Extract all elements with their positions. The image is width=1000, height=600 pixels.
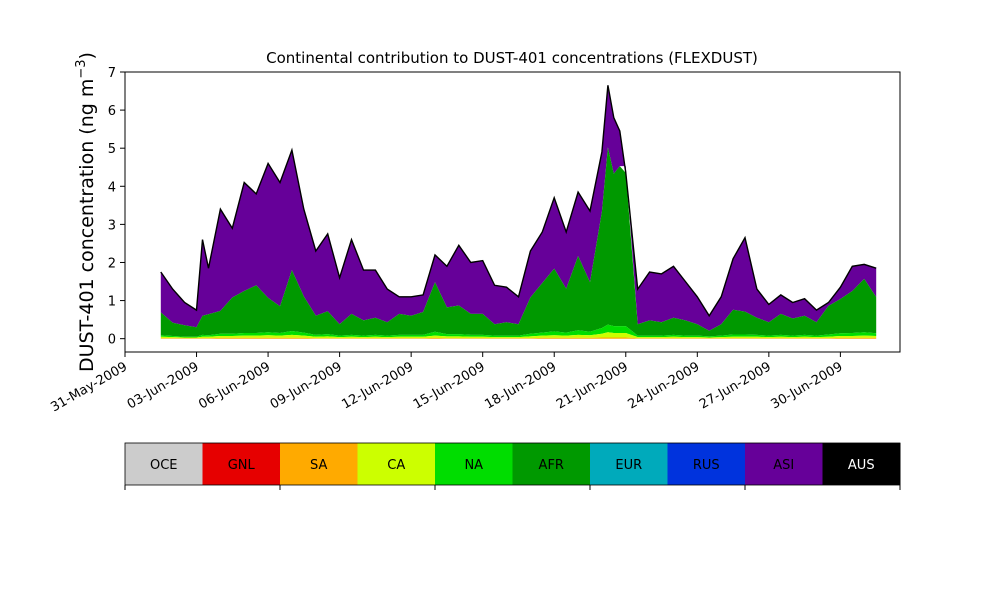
y-axis-label: DUST-401 concentration (ng m−3): [74, 52, 98, 372]
y-tick-label: 3: [108, 218, 116, 233]
legend-swatch-rus: [667, 443, 746, 485]
x-tick-label: 27-Jun-2009: [697, 359, 774, 412]
legend-swatch-na: [435, 443, 513, 485]
x-tick-label: 03-Jun-2009: [125, 359, 202, 412]
legend-swatch-eur: [590, 443, 668, 485]
legend-swatch-sa: [280, 443, 358, 485]
x-tick-label: 30-Jun-2009: [769, 359, 846, 412]
y-tick-label: 1: [108, 295, 116, 310]
legend-label-gnl: GNL: [228, 458, 256, 473]
legend-label-aus: AUS: [848, 458, 875, 473]
x-tick-label: 24-Jun-2009: [625, 359, 702, 412]
x-tick-label: 15-Jun-2009: [411, 359, 488, 412]
legend-label-sa: SA: [310, 458, 327, 473]
y-tick-label: 4: [108, 180, 116, 195]
chart-title: Continental contribution to DUST-401 con…: [266, 49, 758, 67]
plot-frame: [124, 71, 901, 353]
area-na: [160, 324, 877, 338]
x-tick-label: 06-Jun-2009: [196, 359, 273, 412]
legend-frame: [124, 442, 901, 486]
x-tick-label: 12-Jun-2009: [339, 359, 416, 412]
legend-label-afr: AFR: [539, 458, 564, 473]
legend-label-rus: RUS: [693, 458, 720, 473]
area-asi: [160, 85, 877, 331]
y-tick-label: 5: [108, 142, 116, 157]
area-sa: [160, 337, 877, 339]
legend-label-eur: EUR: [615, 458, 642, 473]
total-concentration-line: [160, 85, 877, 318]
plot-area: [124, 71, 901, 353]
legend-swatch-gnl: [202, 443, 281, 485]
legend-swatch-oce: [125, 443, 203, 485]
legend-label-asi: ASI: [773, 458, 794, 473]
x-tick-label: 21-Jun-2009: [554, 359, 631, 412]
x-tick-label: 18-Jun-2009: [482, 359, 559, 412]
legend-label-na: NA: [464, 458, 483, 473]
y-axis-label-main: DUST-401 concentration (ng m: [76, 79, 98, 372]
y-tick-label: 0: [108, 333, 116, 348]
x-tick-label: 09-Jun-2009: [268, 359, 345, 412]
legend-swatch-afr: [512, 443, 591, 485]
y-axis-label-close: ): [76, 52, 98, 59]
area-afr: [160, 147, 877, 337]
region-colorbar-legend: OCE GNL SA CA NA AFR EUR RUS ASI AUS: [124, 442, 901, 490]
y-axis: 0 1 2 3 4 5 6 7: [108, 66, 125, 348]
y-tick-label: 7: [108, 66, 116, 81]
stacked-areas: [160, 85, 877, 339]
legend-swatch-ca: [357, 443, 436, 485]
legend-swatch-aus: [822, 443, 901, 485]
y-axis-label-sup: −3: [74, 59, 89, 78]
y-tick-label: 6: [108, 104, 116, 119]
legend-label-ca: CA: [387, 458, 405, 473]
legend-swatch-asi: [745, 443, 823, 485]
x-axis: 31-May-200903-Jun-200906-Jun-200909-Jun-…: [48, 352, 845, 415]
area-ca: [160, 332, 877, 339]
legend-label-oce: OCE: [150, 458, 178, 473]
y-tick-label: 2: [108, 256, 116, 271]
